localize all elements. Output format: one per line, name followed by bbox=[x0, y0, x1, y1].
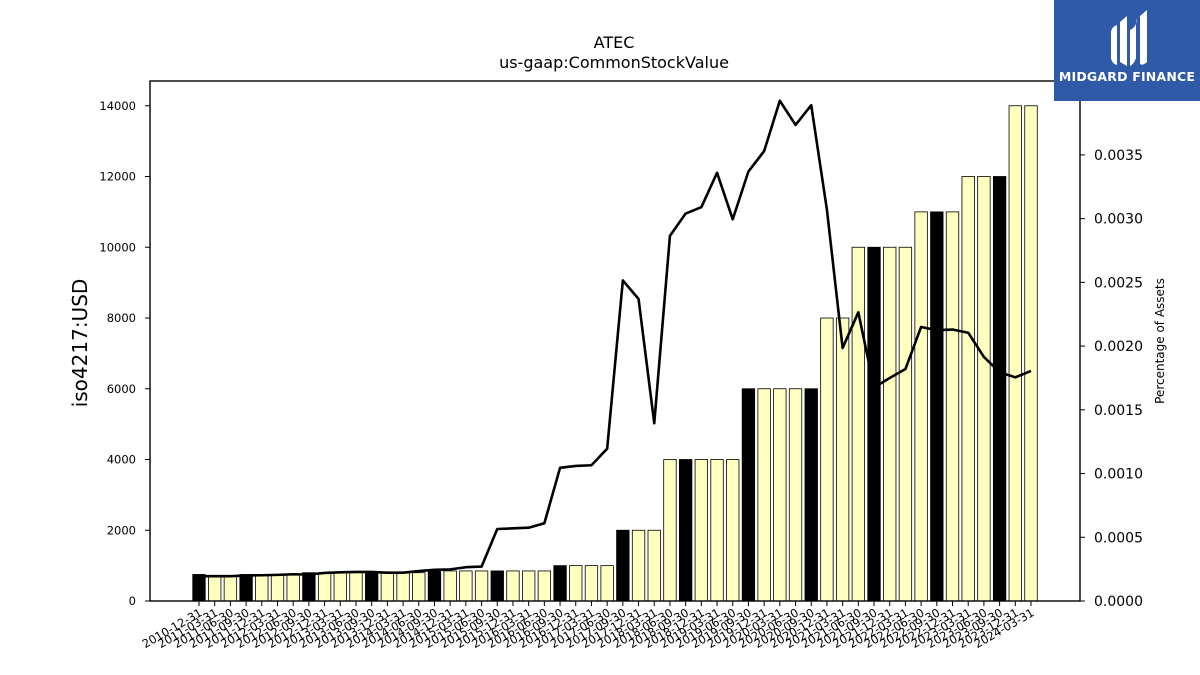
y-axis-label: iso4217:USD bbox=[68, 279, 92, 408]
bar bbox=[506, 570, 520, 602]
bar bbox=[584, 565, 599, 602]
y2-tick-label: 0.0025 bbox=[1094, 275, 1143, 291]
bar bbox=[930, 211, 944, 602]
bar bbox=[380, 572, 395, 602]
bar bbox=[961, 176, 975, 602]
bar bbox=[302, 572, 316, 602]
y-tick-label: 2000 bbox=[107, 523, 136, 537]
chart-title: ATEC bbox=[594, 33, 635, 52]
bar bbox=[553, 565, 567, 602]
midgard-bars-icon bbox=[1111, 10, 1147, 66]
bar bbox=[694, 459, 708, 602]
bar bbox=[977, 176, 991, 602]
y2-axis-ticks: 0.0000 0.0005 0.0010 0.0015 0.0020 0.0025 0.00… bbox=[1080, 148, 1143, 610]
y-tick-label: 6000 bbox=[107, 382, 136, 396]
bar bbox=[427, 570, 442, 602]
bar bbox=[522, 570, 536, 602]
bar bbox=[396, 572, 410, 602]
y-tick-label: 8000 bbox=[107, 311, 136, 325]
bar bbox=[898, 246, 913, 602]
bar bbox=[647, 529, 661, 602]
bar bbox=[192, 574, 206, 602]
bar bbox=[867, 246, 881, 602]
bar bbox=[412, 572, 426, 602]
y2-tick-label: 0.0010 bbox=[1094, 467, 1143, 483]
bar bbox=[1008, 105, 1022, 602]
bar bbox=[726, 459, 740, 602]
y2-tick-label: 0.0000 bbox=[1094, 594, 1143, 610]
y2-tick-label: 0.0020 bbox=[1094, 339, 1143, 355]
bar bbox=[223, 575, 238, 602]
chart-subtitle: us-gaap:CommonStockValue bbox=[499, 53, 729, 72]
bar bbox=[443, 570, 457, 602]
bar bbox=[239, 574, 253, 602]
midgard-finance-logo: MIDGARD FINANCE bbox=[1054, 0, 1200, 101]
bar bbox=[1024, 105, 1038, 602]
y-tick-label: 12000 bbox=[99, 170, 136, 184]
bar bbox=[804, 388, 818, 602]
y2-axis-label: Percentage of Assets bbox=[1153, 278, 1167, 404]
bar bbox=[883, 246, 897, 602]
plot-frame bbox=[149, 80, 1081, 602]
bar bbox=[600, 565, 614, 602]
y2-tick-label: 0.0035 bbox=[1094, 148, 1143, 164]
bar bbox=[286, 574, 300, 602]
bar bbox=[537, 570, 552, 602]
y-tick-label: 14000 bbox=[99, 99, 136, 113]
bar bbox=[835, 317, 850, 602]
bar bbox=[741, 388, 756, 602]
bar bbox=[490, 570, 504, 602]
bar bbox=[663, 459, 677, 602]
y-tick-label: 4000 bbox=[107, 453, 136, 467]
y-tick-label: 0 bbox=[129, 594, 136, 608]
bar bbox=[992, 176, 1007, 602]
y-tick-label: 10000 bbox=[99, 240, 136, 254]
bar bbox=[333, 572, 347, 602]
bar bbox=[820, 317, 834, 602]
bar bbox=[945, 211, 960, 602]
bar bbox=[616, 529, 630, 602]
brand-name: MIDGARD FINANCE bbox=[1058, 69, 1196, 84]
bar bbox=[788, 388, 803, 602]
bar bbox=[270, 574, 285, 602]
bar bbox=[317, 572, 332, 602]
y2-tick-label: 0.0015 bbox=[1094, 403, 1143, 419]
bar bbox=[631, 529, 646, 602]
y-axis-ticks: 0 2000 4000 6000 8000 10000 12000 14000 bbox=[99, 99, 150, 608]
bar bbox=[365, 572, 379, 602]
bar bbox=[569, 565, 583, 602]
bar bbox=[349, 572, 363, 602]
bar bbox=[459, 570, 473, 602]
bar bbox=[773, 388, 787, 602]
bar bbox=[208, 575, 222, 602]
y2-tick-label: 0.0030 bbox=[1094, 212, 1143, 228]
percentage-line bbox=[199, 99, 1032, 578]
bar bbox=[474, 570, 489, 602]
bar bbox=[678, 459, 693, 602]
bar bbox=[757, 388, 771, 602]
y2-tick-label: 0.0005 bbox=[1094, 530, 1143, 546]
bar bbox=[914, 211, 928, 602]
bar bbox=[255, 574, 269, 602]
bar bbox=[710, 459, 724, 602]
x-axis-ticks: 2010-12-312011-03-312011-06-302011-09-30… bbox=[140, 601, 1037, 651]
bar bbox=[851, 246, 865, 602]
